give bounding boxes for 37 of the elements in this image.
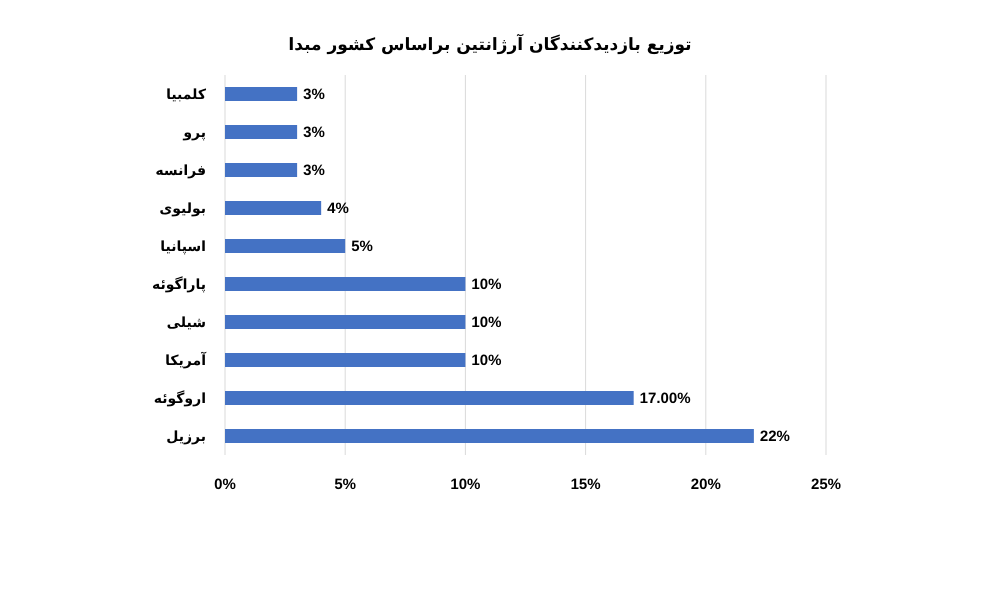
- y-tick-label: پاراگوئه: [152, 276, 206, 293]
- data-label: 3%: [303, 124, 325, 141]
- bar: [225, 353, 466, 367]
- bar: [225, 315, 466, 329]
- y-tick-label: اسپانیا: [160, 239, 206, 255]
- bar: [225, 239, 346, 253]
- data-label: 3%: [303, 86, 325, 103]
- bar: [225, 391, 634, 405]
- data-label: 10%: [471, 314, 502, 331]
- x-tick-label: 25%: [810, 476, 842, 493]
- y-tick-label: پرو: [182, 125, 206, 141]
- bar: [225, 125, 298, 139]
- x-tick-label: 0%: [214, 476, 236, 493]
- bar: [225, 87, 298, 101]
- y-tick-label: فرانسه: [155, 163, 206, 179]
- bar: [225, 201, 322, 215]
- x-tick-label: 10%: [450, 476, 480, 493]
- y-tick-label: اروگوئه: [154, 390, 206, 407]
- y-tick-label: شیلی: [166, 315, 206, 331]
- x-tick-label: 20%: [690, 476, 721, 493]
- data-label: 4%: [327, 200, 349, 217]
- data-label: 10%: [471, 352, 502, 369]
- y-tick-label: بولیوی: [159, 201, 206, 217]
- data-label: 22%: [760, 428, 790, 445]
- bar: [225, 429, 754, 443]
- y-tick-label: برزیل: [166, 429, 206, 445]
- bar: [225, 163, 298, 177]
- data-label: 10%: [471, 276, 502, 293]
- y-tick-label: کلمبیا: [166, 87, 207, 103]
- chart-title: توزیع بازدیدکنندگان آرژانتین براساس کشور مبدا: [288, 33, 692, 55]
- data-label: 3%: [303, 162, 325, 179]
- bar: [225, 277, 466, 291]
- data-label: 5%: [351, 238, 373, 255]
- y-tick-label: آمریکا: [165, 351, 208, 369]
- x-tick-label: 15%: [570, 476, 601, 493]
- data-label: 17.00%: [640, 390, 691, 407]
- x-tick-label: 5%: [334, 476, 356, 493]
